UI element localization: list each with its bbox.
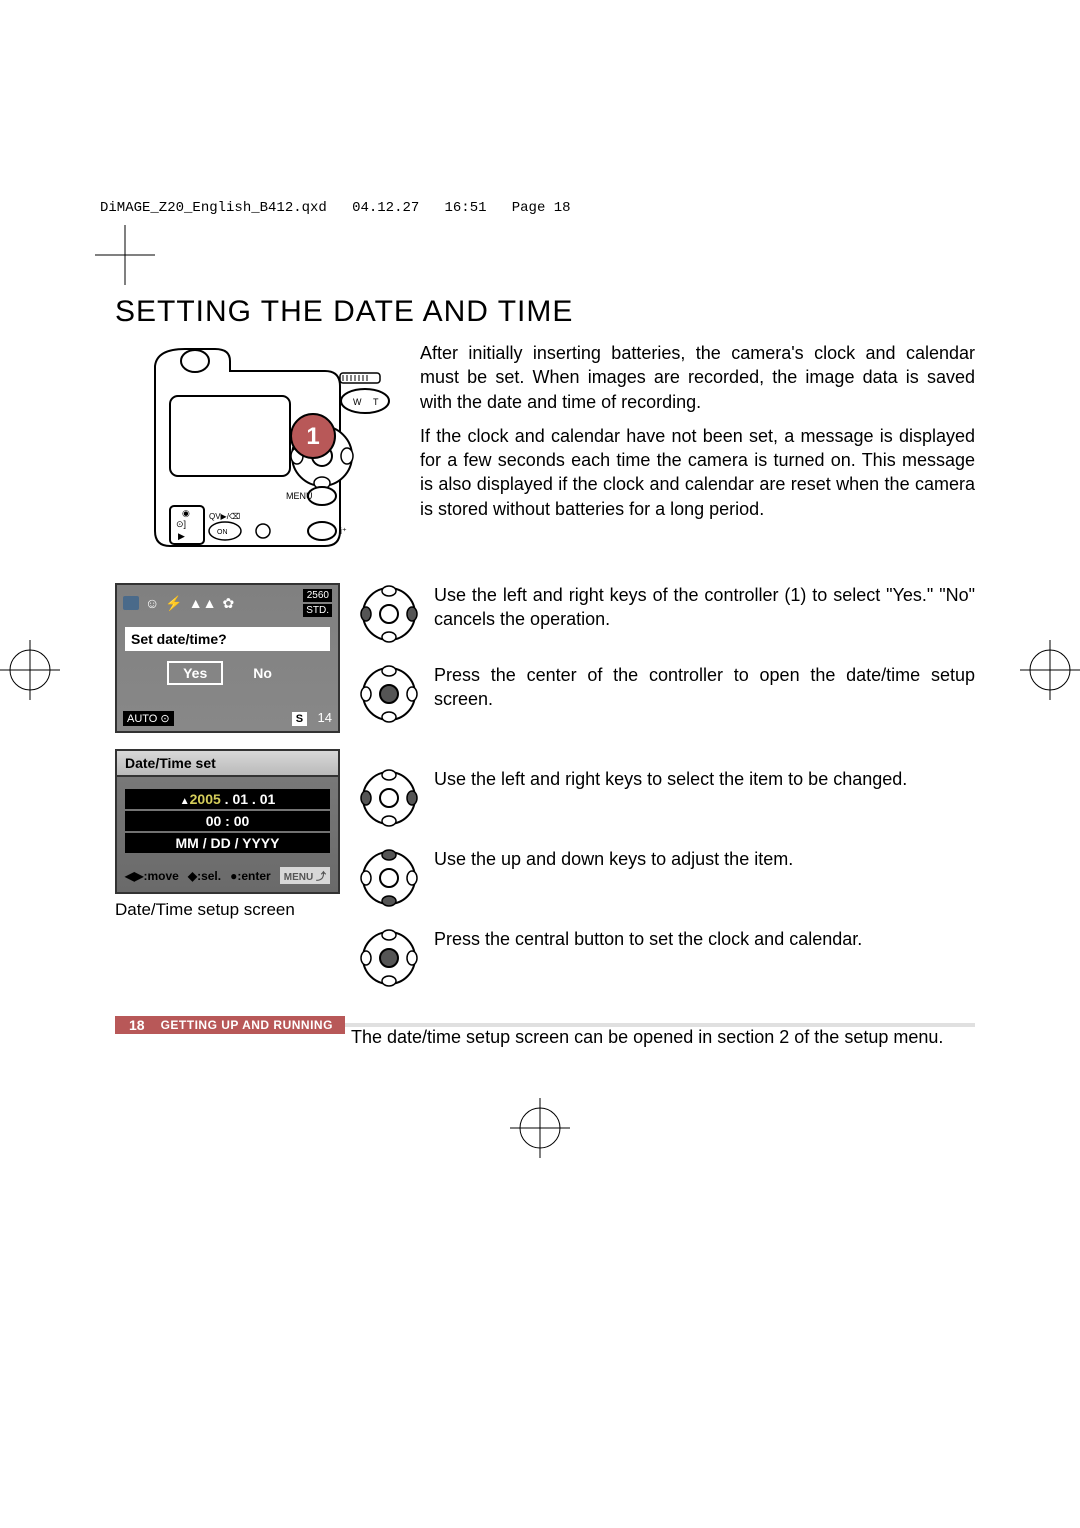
lcd-yesno-row: Yes No — [117, 661, 338, 685]
sel-label: ◆:sel. — [188, 869, 221, 883]
step-1: Use the left and right keys of the contr… — [358, 583, 975, 645]
steps-column: Use the left and right keys of the contr… — [358, 583, 975, 1007]
time-bar: 00 : 00 — [125, 811, 330, 831]
controller-center-icon-2 — [358, 927, 420, 989]
step-2: Press the center of the controller to op… — [358, 663, 975, 725]
step-4: Use the up and down keys to adjust the i… — [358, 847, 975, 909]
lcd-caption: Date/Time setup screen — [115, 900, 340, 920]
resolution-badge: 2560 — [303, 589, 332, 602]
step-5-text: Press the central button to set the cloc… — [434, 927, 862, 989]
page-number: 18 — [129, 1017, 145, 1033]
crop-mark-bottom — [510, 1098, 570, 1158]
file-date: 04.12.27 — [352, 200, 419, 216]
step-1-text: Use the left and right keys of the contr… — [434, 583, 975, 645]
doc-header: DiMAGE_Z20_English_B412.qxd 04.12.27 16:… — [100, 200, 571, 216]
menu-label: MENU ⤴ — [280, 867, 330, 884]
svg-text:W: W — [353, 397, 362, 407]
step-5: Press the central button to set the cloc… — [358, 927, 975, 989]
lcd-screen-prompt: ☺ ⚡ ▲▲ ✿ 2560 STD. Set date/time? Yes No — [115, 583, 340, 733]
file-time: 16:51 — [445, 200, 487, 216]
main-heading: SETTING THE DATE AND TIME — [115, 295, 975, 329]
enter-label: ●:enter — [230, 869, 271, 883]
quality-badge: STD. — [303, 604, 332, 617]
controller-center-icon — [358, 663, 420, 725]
lcd-screen-datetime: Date/Time set ▲2005 . 01 . 01 00 : 00 MM… — [115, 749, 340, 894]
crop-mark-top-left — [95, 225, 155, 285]
controller-lr-icon — [358, 583, 420, 645]
top-row: 1 W T MENU ◉ ⊙] ▶ QV▶/⌫ ON i⁺ Aft — [115, 341, 975, 571]
camera-mode-icon — [123, 596, 139, 610]
camera-diagram: 1 W T MENU ◉ ⊙] ▶ QV▶/⌫ ON i⁺ — [115, 341, 400, 571]
svg-text:⊙]: ⊙] — [176, 519, 186, 529]
page-footer: 18 GETTING UP AND RUNNING — [115, 1015, 975, 1035]
lcd-column: ☺ ⚡ ▲▲ ✿ 2560 STD. Set date/time? Yes No — [115, 583, 340, 1007]
step-3-text: Use the left and right keys to select th… — [434, 767, 907, 829]
face-icon: ☺ — [145, 595, 159, 611]
svg-text:T: T — [373, 397, 379, 407]
no-button: No — [237, 661, 288, 685]
move-label: ◀▶:move — [125, 869, 179, 883]
controller-lr-icon-2 — [358, 767, 420, 829]
footer-red-bar: 18 GETTING UP AND RUNNING — [115, 1016, 345, 1034]
crop-mark-right — [1020, 640, 1080, 700]
step-4-text: Use the up and down keys to adjust the i… — [434, 847, 793, 909]
flash-icon: ⚡ — [165, 595, 182, 612]
auto-badge: AUTO ⊙ — [123, 711, 174, 726]
step-2-text: Press the center of the controller to op… — [434, 663, 975, 725]
svg-text:◉: ◉ — [182, 508, 190, 518]
svg-text:1: 1 — [306, 423, 319, 450]
s-badge: S — [292, 712, 307, 726]
svg-text:i⁺: i⁺ — [340, 526, 347, 536]
intro-text: After initially inserting batteries, the… — [420, 341, 975, 571]
lcd-prompt-text: Set date/time? — [125, 627, 330, 651]
filename: DiMAGE_Z20_English_B412.qxd — [100, 200, 327, 216]
lcd2-title: Date/Time set — [115, 749, 340, 775]
mountain-icon: ▲▲ — [189, 595, 217, 611]
page-content: SETTING THE DATE AND TIME 1 W T — [115, 295, 975, 1049]
frame-count: 14 — [318, 710, 332, 725]
yes-button: Yes — [167, 661, 223, 685]
lcd-bottom-bar: AUTO ⊙ S 14 — [123, 709, 332, 727]
lcd2-footer: ◀▶:move ◆:sel. ●:enter MENU ⤴ — [125, 867, 330, 884]
intro-p1: After initially inserting batteries, the… — [420, 341, 975, 414]
date-bar: ▲2005 . 01 . 01 — [125, 789, 330, 809]
lcd-icon-bar: ☺ ⚡ ▲▲ ✿ 2560 STD. — [117, 585, 338, 621]
section-label: GETTING UP AND RUNNING — [161, 1018, 333, 1032]
format-bar: MM / DD / YYYY — [125, 833, 330, 853]
svg-text:MENU: MENU — [286, 491, 313, 501]
step-3: Use the left and right keys to select th… — [358, 767, 975, 829]
footer-gray-bar — [345, 1023, 975, 1027]
svg-text:QV▶/⌫: QV▶/⌫ — [209, 512, 240, 521]
controller-ud-icon — [358, 847, 420, 909]
crop-mark-left — [0, 640, 60, 700]
svg-text:▶: ▶ — [178, 531, 185, 541]
intro-p2: If the clock and calendar have not been … — [420, 424, 975, 521]
macro-icon: ✿ — [222, 595, 234, 612]
lcd-section: ☺ ⚡ ▲▲ ✿ 2560 STD. Set date/time? Yes No — [115, 583, 975, 1007]
svg-text:ON: ON — [217, 529, 228, 536]
file-page: Page 18 — [512, 200, 571, 216]
